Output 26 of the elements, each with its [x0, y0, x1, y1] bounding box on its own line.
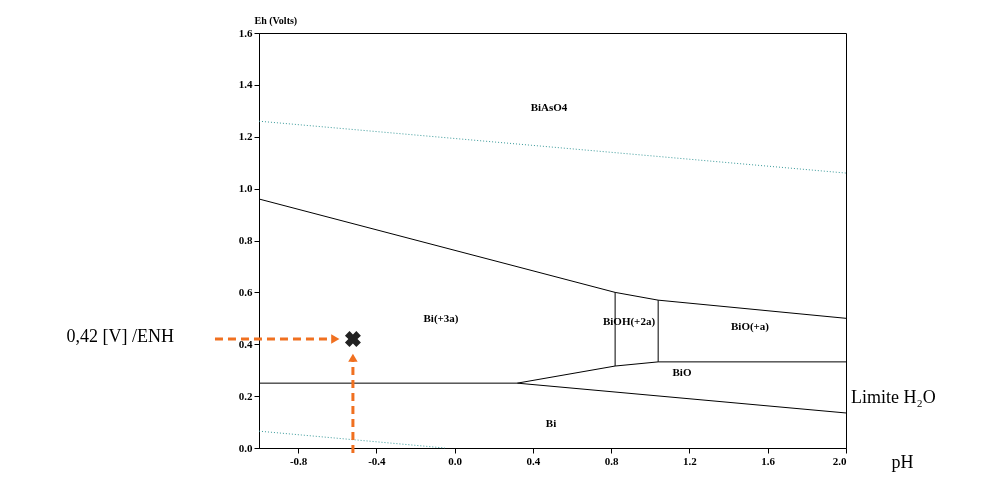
text: Limite H₂O: [851, 387, 936, 407]
x-tick-label: 0.0: [448, 454, 463, 467]
y-axis-title: Eh (Volts): [254, 14, 298, 27]
x-axis-title: pH: [891, 451, 914, 472]
y-tick-label: 1.2: [238, 130, 253, 143]
annotation: BiAsO4: [530, 101, 568, 113]
annotation: BiO(+a): [730, 320, 770, 333]
y-tick-label: 0.8: [238, 234, 253, 246]
x-tick-label: 1.2: [683, 454, 698, 467]
x-tick-label: 1.6: [761, 454, 776, 467]
x-tick-label: 0.4: [526, 454, 541, 467]
y-tick-label: 0.6: [238, 285, 253, 298]
annotation: Bi(+3a): [423, 312, 459, 325]
y-tick-label: 1.0: [238, 182, 253, 195]
text: 0,42 [V] /ENH: [66, 326, 174, 346]
x-tick-label: -0.4: [368, 454, 387, 467]
annotation: BiO: [672, 366, 692, 378]
annotation: Bi: [545, 417, 557, 429]
x-tick-label: -0.8: [289, 454, 308, 467]
y-tick-label: 0.4: [238, 337, 253, 350]
x-tick-label: 0.8: [604, 454, 620, 467]
y-tick-label: 1.4: [238, 78, 253, 91]
y-tick-label: 0.0: [238, 441, 253, 454]
y-tick-label: 0.2: [238, 389, 253, 402]
x-tick-label: 2.0: [832, 454, 847, 467]
y-tick-label: 1.6: [238, 26, 253, 39]
